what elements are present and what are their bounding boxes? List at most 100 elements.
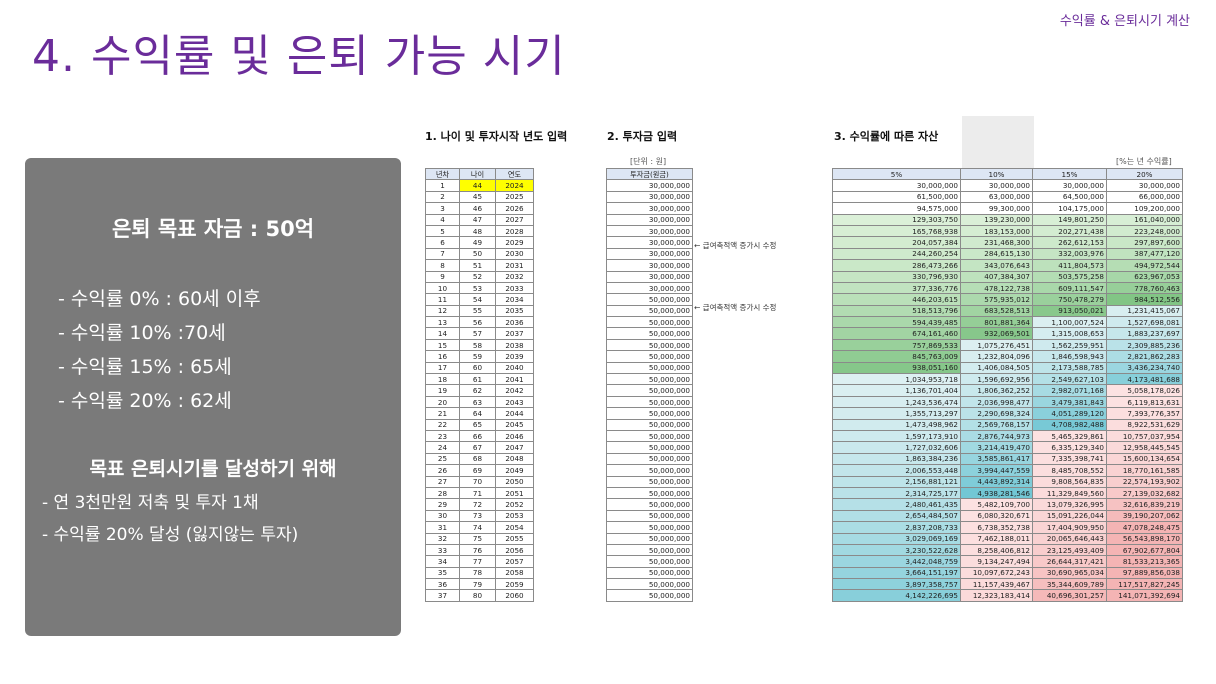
table-row: 24 67 2047 <box>425 441 534 454</box>
asset-cell: 3,994,447,559 <box>960 464 1033 477</box>
asset-cell: 1,315,008,653 <box>1032 327 1107 340</box>
asset-cell: 674,161,460 <box>832 327 961 340</box>
age-cell: 80 <box>459 589 496 602</box>
year-cell: 2042 <box>495 384 534 397</box>
table-row: 37 80 2060 <box>425 589 534 602</box>
year-index-cell: 20 <box>425 395 460 409</box>
asset-cell: 18,770,161,585 <box>1106 464 1183 477</box>
year-cell: 2036 <box>495 316 534 329</box>
year-cell: 2054 <box>495 521 534 534</box>
table-row: 16 59 2039 <box>425 350 534 363</box>
table-row: 1,243,536,474 2,036,998,477 3,479,381,843 6… <box>832 395 1183 409</box>
asset-cell: 913,050,021 <box>1032 304 1107 318</box>
asset-cell: 109,200,000 <box>1106 202 1183 215</box>
table-row: 25 68 2048 <box>425 452 534 466</box>
table-row: 30,000,000 <box>606 224 693 238</box>
asset-cell: 47,078,248,475 <box>1106 521 1183 534</box>
age-cell: 44 <box>459 179 496 192</box>
age-cell: 56 <box>459 316 496 329</box>
investment-cell: 50,000,000 <box>606 578 693 591</box>
asset-cell: 231,468,300 <box>960 236 1033 249</box>
asset-cell: 332,003,976 <box>1032 247 1107 261</box>
investment-cell: 50,000,000 <box>606 452 693 466</box>
investment-cell: 50,000,000 <box>606 327 693 340</box>
table-row: 50,000,000 <box>606 521 693 534</box>
table-row: 286,473,266 343,076,643 411,804,573 494,972… <box>832 259 1183 272</box>
summary-box: 은퇴 목표 자금 : 50억 - 수익률 0% : 60세 이후 - 수익률 1… <box>25 158 401 636</box>
asset-cell: 3,664,151,197 <box>832 566 961 580</box>
investment-cell: 30,000,000 <box>606 213 693 226</box>
asset-cell: 11,157,439,467 <box>960 578 1033 591</box>
age-cell: 71 <box>459 486 496 500</box>
asset-cell: 6,119,813,631 <box>1106 395 1183 409</box>
asset-cell: 2,837,208,733 <box>832 521 961 534</box>
year-cell: 2043 <box>495 395 534 409</box>
asset-cell: 1,100,007,524 <box>1032 316 1107 329</box>
year-cell: 2046 <box>495 429 534 443</box>
table-row: 30,000,000 <box>606 179 693 192</box>
asset-cell: 94,575,000 <box>832 202 961 215</box>
investment-cell: 30,000,000 <box>606 259 693 272</box>
year-cell: 2056 <box>495 543 534 557</box>
table-row: 244,260,254 284,615,130 332,003,976 387,477… <box>832 247 1183 261</box>
table-row: 94,575,000 99,300,000 104,175,000 109,200,0… <box>832 202 1183 215</box>
asset-cell: 623,967,053 <box>1106 270 1183 283</box>
asset-cell: 3,585,861,417 <box>960 452 1033 466</box>
table-row: 30,000,000 <box>606 236 693 249</box>
investment-cell: 50,000,000 <box>606 464 693 477</box>
investment-cell: 50,000,000 <box>606 361 693 375</box>
year-cell: 2044 <box>495 407 534 420</box>
year-index-cell: 33 <box>425 543 460 557</box>
year-index-cell: 15 <box>425 338 460 352</box>
table-row: 3,897,358,757 11,157,439,467 35,344,609,78… <box>832 578 1183 591</box>
table-row: 30,000,000 <box>606 281 693 295</box>
table-row: 50,000,000 <box>606 475 693 488</box>
asset-cell: 30,000,000 <box>960 179 1033 192</box>
asset-cell: 3,029,069,169 <box>832 532 961 545</box>
age-cell: 48 <box>459 224 496 238</box>
table-row: 29 72 2052 <box>425 498 534 511</box>
year-index-cell: 8 <box>425 259 460 272</box>
asset-cell: 3,230,522,628 <box>832 543 961 557</box>
year-index-cell: 4 <box>425 213 460 226</box>
asset-cell: 139,230,000 <box>960 213 1033 226</box>
year-cell: 2034 <box>495 293 534 306</box>
asset-cell: 284,615,130 <box>960 247 1033 261</box>
year-index-cell: 12 <box>425 304 460 318</box>
table-row: 61,500,000 63,000,000 64,500,000 66,000,000 <box>832 190 1183 204</box>
asset-cell: 11,329,849,560 <box>1032 486 1107 500</box>
year-index-cell: 23 <box>425 429 460 443</box>
year-cell: 2028 <box>495 224 534 238</box>
asset-cell: 1,597,173,910 <box>832 429 961 443</box>
table-row: 10 53 2033 <box>425 281 534 295</box>
year-index-cell: 24 <box>425 441 460 454</box>
year-index-cell: 3 <box>425 202 460 215</box>
table-row: 50,000,000 <box>606 407 693 420</box>
asset-cell: 8,258,406,812 <box>960 543 1033 557</box>
asset-cell: 575,935,012 <box>960 293 1033 306</box>
rate-line: - 수익률 10% :70세 <box>58 322 226 344</box>
table-row: 3,230,522,628 8,258,406,812 23,125,493,409… <box>832 543 1183 557</box>
asset-cell: 2,314,725,177 <box>832 486 961 500</box>
asset-cell: 30,690,965,034 <box>1032 566 1107 580</box>
asset-cell: 17,404,909,950 <box>1032 521 1107 534</box>
unit-label: [단위 : 원] <box>630 157 667 166</box>
how-title: 목표 은퇴시기를 달성하기 위해 <box>89 458 337 480</box>
table-row: 7 50 2030 <box>425 247 534 261</box>
table-row: 32 75 2055 <box>425 532 534 545</box>
asset-cell: 4,443,892,314 <box>960 475 1033 488</box>
table-row: 23 66 2046 <box>425 429 534 443</box>
year-cell: 2040 <box>495 361 534 375</box>
asset-cell: 165,768,938 <box>832 224 961 238</box>
asset-cell: 2,156,881,121 <box>832 475 961 488</box>
table-row: 129,303,750 139,230,000 149,801,250 161,040… <box>832 213 1183 226</box>
investment-cell: 30,000,000 <box>606 202 693 215</box>
asset-cell: 845,763,009 <box>832 350 961 363</box>
age-cell: 45 <box>459 190 496 204</box>
table-row: 36 79 2059 <box>425 578 534 591</box>
investment-cell: 50,000,000 <box>606 543 693 557</box>
table-row: 3,664,151,197 10,097,672,243 30,690,965,03… <box>832 566 1183 580</box>
table-row: 50,000,000 <box>606 373 693 386</box>
year-index-cell: 19 <box>425 384 460 397</box>
table-row: 50,000,000 <box>606 486 693 500</box>
